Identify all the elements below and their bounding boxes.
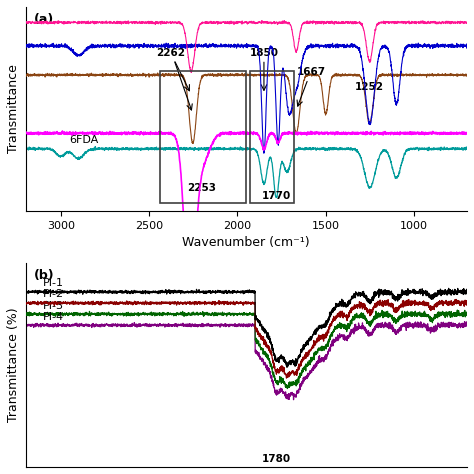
Text: PI-2: PI-2 xyxy=(43,290,64,300)
Text: PI-3: PI-3 xyxy=(43,301,64,310)
Text: PI-4: PI-4 xyxy=(43,311,64,322)
Text: 6FDA: 6FDA xyxy=(70,135,99,145)
Text: 1850: 1850 xyxy=(249,47,278,57)
Text: 1780: 1780 xyxy=(262,454,291,464)
Bar xyxy=(250,71,294,203)
X-axis label: Wavenumber (cm⁻¹): Wavenumber (cm⁻¹) xyxy=(182,236,310,249)
Y-axis label: Transmittance (%): Transmittance (%) xyxy=(7,308,20,422)
Text: 2253: 2253 xyxy=(188,183,217,193)
Bar xyxy=(160,71,246,203)
Y-axis label: Transmittance: Transmittance xyxy=(7,64,20,154)
Text: PI-1: PI-1 xyxy=(43,278,64,288)
Text: (b): (b) xyxy=(34,269,55,282)
Text: (a): (a) xyxy=(34,13,55,26)
Text: 1667: 1667 xyxy=(297,67,326,77)
Text: 1252: 1252 xyxy=(355,82,384,92)
Text: 2262: 2262 xyxy=(156,47,185,57)
Text: 1770: 1770 xyxy=(262,191,291,201)
